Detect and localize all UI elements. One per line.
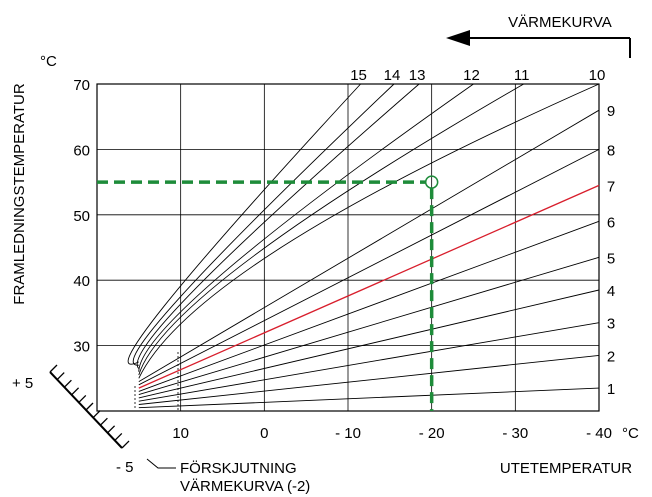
- curve-label-2: 2: [607, 348, 615, 365]
- curve-label-1: 1: [607, 381, 615, 398]
- curve-15: [127, 83, 361, 365]
- curve-6: [138, 220, 600, 392]
- curve-label-11: 11: [514, 67, 530, 84]
- curve-1: [138, 387, 600, 409]
- shift-caption-line1: FÖRSKJUTNING: [180, 459, 297, 477]
- x-tick-label: - 10: [335, 425, 361, 442]
- y-tick-label: 60: [73, 142, 90, 159]
- shift-scale: [49, 352, 179, 449]
- y-tick-label: 30: [73, 339, 90, 356]
- curve-label-13: 13: [409, 67, 426, 84]
- curve-label-4: 4: [607, 283, 615, 300]
- shift-scale-tick: [63, 379, 72, 388]
- curve-9: [138, 109, 600, 382]
- shift-label-minus: - 5: [116, 459, 134, 476]
- curve-label-10: 10: [589, 67, 606, 84]
- y-tick-label: 50: [73, 208, 90, 225]
- curve-label-12: 12: [463, 67, 480, 84]
- chart-title: VÄRMEKURVA: [508, 14, 612, 31]
- shift-scale-tick: [49, 364, 58, 373]
- shift-caption-leader: [146, 458, 176, 469]
- shift-label-plus: + 5: [12, 375, 33, 392]
- curve-label-3: 3: [607, 316, 615, 333]
- shift-scale-tick: [114, 432, 123, 441]
- y-tick-label: 70: [73, 77, 90, 94]
- curve-12: [138, 83, 474, 372]
- curve-8: [138, 148, 600, 386]
- curve-label-8: 8: [607, 142, 615, 159]
- curve-5: [138, 256, 600, 396]
- shift-scale-tick: [78, 394, 87, 403]
- shift-scale-tick: [71, 387, 80, 396]
- x-tick-label: - 20: [419, 425, 445, 442]
- curve-label-7: 7: [607, 178, 615, 195]
- curve-7: [138, 184, 600, 389]
- x-tick-label: - 40: [586, 425, 612, 442]
- curve-4: [138, 289, 600, 399]
- shift-caption-line2: VÄRMEKURVA (-2): [180, 478, 310, 495]
- shift-scale-tick: [56, 372, 65, 381]
- curve-13: [136, 83, 420, 369]
- curve-14: [132, 83, 395, 366]
- curve-label-5: 5: [607, 250, 615, 267]
- curve-10: [138, 83, 600, 379]
- x-axis-title: UTETEMPERATUR: [500, 460, 632, 477]
- curve-3: [138, 322, 600, 402]
- shift-scale-tick: [99, 417, 108, 426]
- curve-11: [138, 83, 524, 376]
- reference-point: [424, 175, 439, 189]
- shift-scale-tick: [92, 410, 101, 419]
- curve-label-9: 9: [607, 103, 615, 120]
- curve-label-15: 15: [350, 67, 367, 84]
- curve-label-14: 14: [384, 67, 401, 84]
- curve-2: [138, 354, 600, 405]
- curves: [127, 83, 600, 409]
- x-tick-label: - 30: [502, 425, 528, 442]
- shift-scale-tick: [107, 425, 116, 434]
- ticks: 10 0 - 10 - 20 - 30 - 40 30 40 50 60 70: [73, 77, 612, 442]
- shift-scale-tick: [121, 440, 130, 449]
- x-unit: °C: [622, 425, 639, 442]
- title-arrow-head: [446, 30, 470, 46]
- reference-marker: [97, 175, 439, 411]
- shift-scale-tick: [85, 402, 94, 411]
- x-tick-label: 10: [172, 425, 189, 442]
- y-tick-label: 40: [73, 273, 90, 290]
- x-tick-label: 0: [260, 425, 268, 442]
- curve-label-6: 6: [607, 214, 615, 231]
- y-axis-title: FRAMLEDNINGSTEMPERATUR: [11, 83, 28, 305]
- y-unit: °C: [40, 53, 57, 70]
